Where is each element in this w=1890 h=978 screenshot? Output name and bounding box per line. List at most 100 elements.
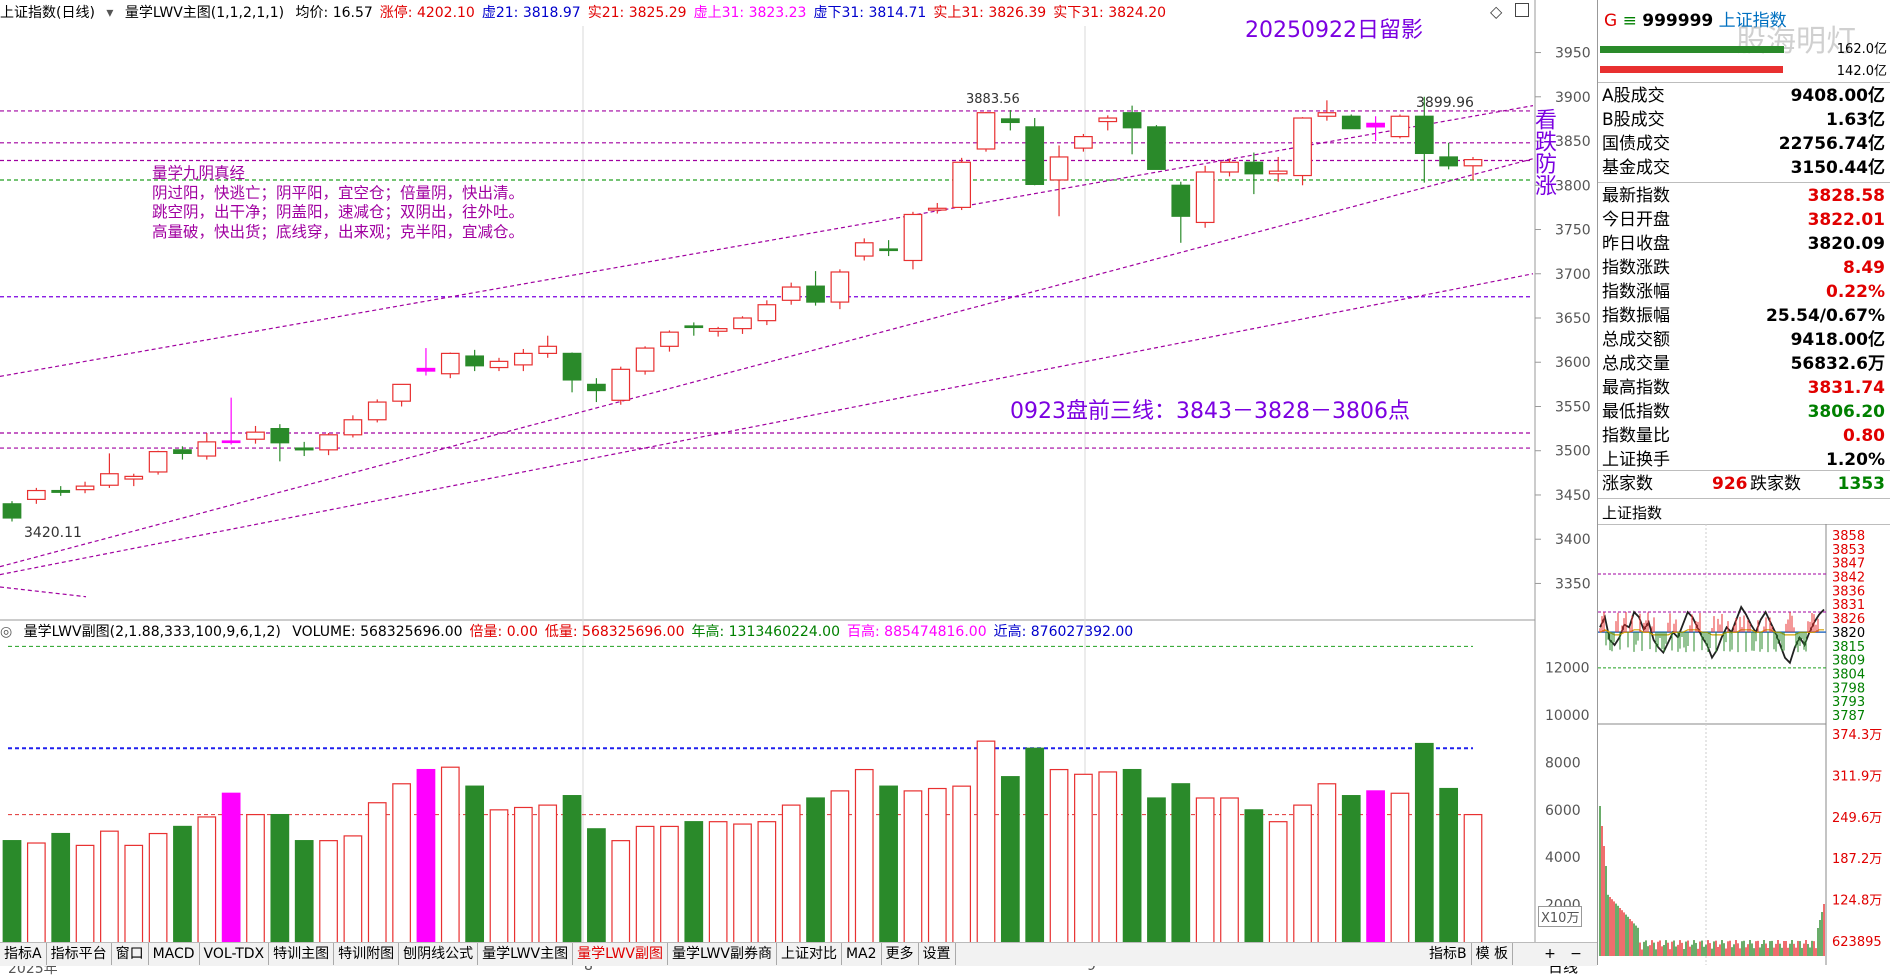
- sub-header-value: 近高: 876027392.00: [993, 624, 1134, 640]
- volume-bar: [465, 785, 485, 953]
- collapse-icon[interactable]: [1515, 3, 1529, 17]
- toolbar-tab-right[interactable]: 模 板: [1472, 943, 1514, 965]
- volume-bar: [927, 787, 947, 953]
- candle: [1268, 156, 1288, 182]
- volume-bar: [173, 825, 192, 953]
- info-row: 指数振幅 25.54/0.67%: [1600, 304, 1887, 328]
- diamond-icon[interactable]: ◇: [1490, 2, 1503, 21]
- candle: [1366, 116, 1385, 142]
- volume-bar: [246, 813, 265, 953]
- volume-bar: [1098, 771, 1118, 953]
- mini-price-tick: 3831: [1832, 598, 1865, 613]
- mini-price-tick: 3793: [1832, 695, 1865, 710]
- symbol-code: 999999: [1642, 11, 1714, 31]
- candle: [1098, 115, 1118, 131]
- info-value: 3822.01: [1807, 210, 1885, 230]
- candle: [2, 501, 22, 522]
- candle: [806, 271, 825, 306]
- info-key: 最高指数: [1602, 378, 1670, 398]
- mini-volume-tick: 249.6万: [1832, 811, 1882, 826]
- main-indicator-name[interactable]: 量学LWV主图(1,1,2,1,1): [124, 5, 285, 21]
- candle: [1341, 114, 1361, 130]
- candle: [1025, 118, 1045, 186]
- info-value: 0.80: [1843, 426, 1885, 446]
- menu-icon[interactable]: ≡: [1622, 11, 1637, 31]
- toolbar-tab[interactable]: VOL-TDX: [200, 943, 270, 965]
- toolbar-tab[interactable]: 窗口: [112, 943, 149, 965]
- volume-tick: 8000: [1545, 755, 1581, 771]
- info-row: 最高指数 3831.74: [1600, 376, 1887, 400]
- info-key: 总成交量: [1602, 354, 1670, 374]
- toolbar-tab[interactable]: 更多: [882, 943, 919, 965]
- toolbar-tab[interactable]: MA2: [842, 943, 882, 965]
- info-panel: G ≡ 999999 上证指数 股海明灯 162.0亿 142.0亿 A股成交 9…: [1597, 0, 1890, 965]
- toolbar-tab[interactable]: 指标平台: [47, 943, 112, 965]
- mini-price-tick: 3853: [1832, 543, 1865, 558]
- symbol-name[interactable]: 上证指数: [1718, 11, 1787, 31]
- toolbar-tab[interactable]: 量学LWV主图: [478, 943, 574, 965]
- toolbar-tab[interactable]: MACD: [149, 943, 200, 965]
- candle: [635, 346, 655, 375]
- info-row: 基金成交 3150.44亿: [1600, 156, 1887, 180]
- toolbar-tab[interactable]: 上证对比: [777, 943, 842, 965]
- mini-chart-title: 上证指数: [1602, 504, 1663, 522]
- sub-indicator-name[interactable]: 量学LWV副图(2,1.88,333,100,9,6,1,2): [23, 624, 281, 640]
- toolbar-plus[interactable]: +: [1544, 946, 1556, 962]
- info-value: 8.49: [1843, 258, 1885, 278]
- rise-count: 926: [1712, 474, 1748, 494]
- volume-bar: [1317, 783, 1337, 953]
- intraday-chart[interactable]: 3858385338473842383638313826382038153809…: [1598, 524, 1890, 965]
- info-row: 今日开盘 3822.01: [1600, 208, 1887, 232]
- bar-1: [1600, 46, 1784, 53]
- volume-bar: [562, 795, 582, 953]
- price-tick: 3450: [1555, 488, 1591, 504]
- candle: [489, 357, 509, 372]
- toolbar-tab[interactable]: 设置: [919, 943, 956, 965]
- volume-bar: [1147, 797, 1166, 953]
- candle: [1074, 133, 1093, 152]
- candle: [1147, 125, 1166, 170]
- candle: [660, 330, 679, 352]
- mini-price-tick: 3847: [1832, 557, 1865, 572]
- toolbar-tab[interactable]: 指标A: [0, 943, 47, 965]
- volume-bar: [416, 768, 436, 953]
- symbol-row: G ≡ 999999 上证指数: [1604, 6, 1787, 31]
- info-value: 3831.74: [1807, 378, 1885, 398]
- info-key: 指数涨幅: [1602, 282, 1670, 302]
- annotation-title: 量学九阴真经: [152, 164, 246, 182]
- toolbar-tab[interactable]: 量学LWV副图: [573, 943, 669, 965]
- indicator-dropdown-icon[interactable]: ▾: [106, 5, 114, 21]
- info-value: 3828.58: [1807, 186, 1885, 206]
- candle: [1463, 156, 1483, 180]
- code-prefix: G: [1604, 11, 1618, 31]
- toolbar-tab-right[interactable]: 指标B: [1425, 943, 1472, 965]
- candle: [197, 433, 217, 460]
- mini-price-tick: 3809: [1832, 654, 1865, 669]
- price-tick: 3600: [1555, 355, 1591, 371]
- toolbar-tab[interactable]: 特训主图: [269, 943, 335, 965]
- intraday-avg-line: [1599, 629, 1824, 636]
- price-tick: 3700: [1555, 267, 1591, 283]
- toolbar-minus[interactable]: −: [1570, 946, 1582, 962]
- rise-label: 涨家数: [1602, 474, 1653, 494]
- candle: [927, 202, 947, 214]
- toolbar-tab[interactable]: 刨阴线公式: [399, 943, 479, 965]
- info-key: 总成交额: [1602, 330, 1670, 350]
- main-chart-header: 上证指数(日线) ▾ 量学LWV主图(1,1,2,1,1) 均价: 16.57 涨…: [0, 0, 1535, 26]
- top-val-1: 162.0亿: [1836, 42, 1887, 57]
- index-name[interactable]: 上证指数(日线): [0, 5, 95, 21]
- candle: [246, 425, 265, 444]
- toolbar-tab[interactable]: 特训附图: [334, 943, 400, 965]
- volume-bar: [952, 785, 972, 953]
- info-value: 1.63亿: [1826, 110, 1885, 130]
- price-tick: 3350: [1555, 576, 1591, 592]
- volume-bar: [1463, 813, 1483, 953]
- mini-price-tick: 3815: [1832, 640, 1865, 655]
- toolbar-tab[interactable]: 量学LWV副券商: [668, 943, 777, 965]
- volume-tick: 4000: [1545, 850, 1581, 866]
- sub-indicator-dropdown-icon[interactable]: ◎: [0, 624, 13, 640]
- volume-bar: [1366, 790, 1385, 953]
- candle: [952, 157, 972, 211]
- candle: [1049, 145, 1069, 217]
